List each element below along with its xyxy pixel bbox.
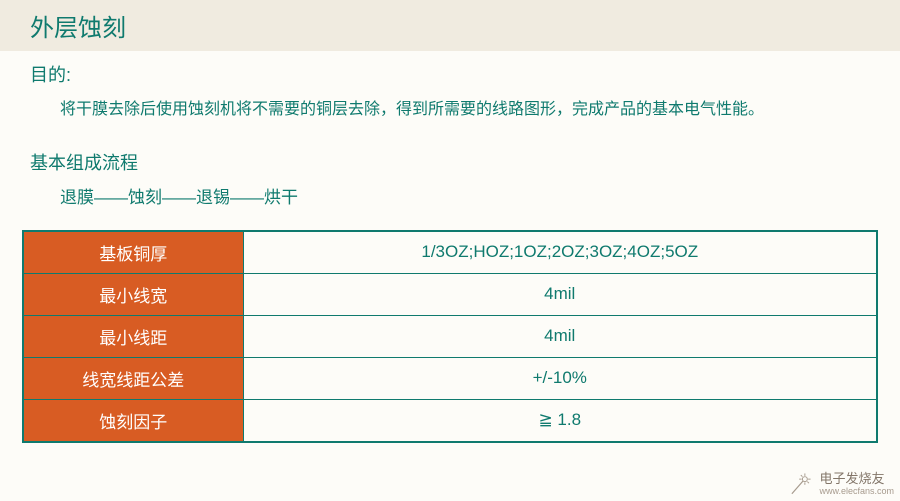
table-row: 基板铜厚 1/3OZ;HOZ;1OZ;2OZ;3OZ;4OZ;5OZ bbox=[23, 231, 877, 274]
row-label: 最小线距 bbox=[23, 315, 243, 357]
process-section: 基本组成流程 退膜——蚀刻——退锡——烘干 bbox=[0, 123, 900, 208]
row-label: 蚀刻因子 bbox=[23, 399, 243, 442]
row-label: 基板铜厚 bbox=[23, 231, 243, 274]
table-row: 最小线距 4mil bbox=[23, 315, 877, 357]
table-row: 蚀刻因子 ≧ 1.8 bbox=[23, 399, 877, 442]
page-title: 外层蚀刻 bbox=[0, 0, 900, 51]
watermark-text: 电子发烧友 bbox=[819, 472, 894, 486]
row-value: 4mil bbox=[243, 273, 877, 315]
table-row: 线宽线距公差 +/-10% bbox=[23, 357, 877, 399]
spec-table: 基板铜厚 1/3OZ;HOZ;1OZ;2OZ;3OZ;4OZ;5OZ 最小线宽 … bbox=[22, 230, 878, 443]
row-value: 1/3OZ;HOZ;1OZ;2OZ;3OZ;4OZ;5OZ bbox=[243, 231, 877, 274]
watermark-text-block: 电子发烧友 www.elecfans.com bbox=[819, 472, 894, 496]
row-value: 4mil bbox=[243, 315, 877, 357]
row-label: 线宽线距公差 bbox=[23, 357, 243, 399]
process-line: 退膜——蚀刻——退锡——烘干 bbox=[20, 175, 880, 208]
watermark-sub: www.elecfans.com bbox=[819, 486, 894, 496]
purpose-heading: 目的: bbox=[20, 61, 880, 87]
sparkler-icon bbox=[787, 471, 813, 497]
table-row: 最小线宽 4mil bbox=[23, 273, 877, 315]
spec-table-wrap: 基板铜厚 1/3OZ;HOZ;1OZ;2OZ;3OZ;4OZ;5OZ 最小线宽 … bbox=[0, 208, 900, 443]
purpose-section: 目的: 将干膜去除后使用蚀刻机将不需要的铜层去除，得到所需要的线路图形，完成产品… bbox=[0, 51, 900, 123]
row-value: ≧ 1.8 bbox=[243, 399, 877, 442]
watermark: 电子发烧友 www.elecfans.com bbox=[787, 471, 894, 497]
process-heading: 基本组成流程 bbox=[20, 149, 880, 175]
row-label: 最小线宽 bbox=[23, 273, 243, 315]
purpose-body: 将干膜去除后使用蚀刻机将不需要的铜层去除，得到所需要的线路图形，完成产品的基本电… bbox=[20, 87, 880, 123]
row-value: +/-10% bbox=[243, 357, 877, 399]
